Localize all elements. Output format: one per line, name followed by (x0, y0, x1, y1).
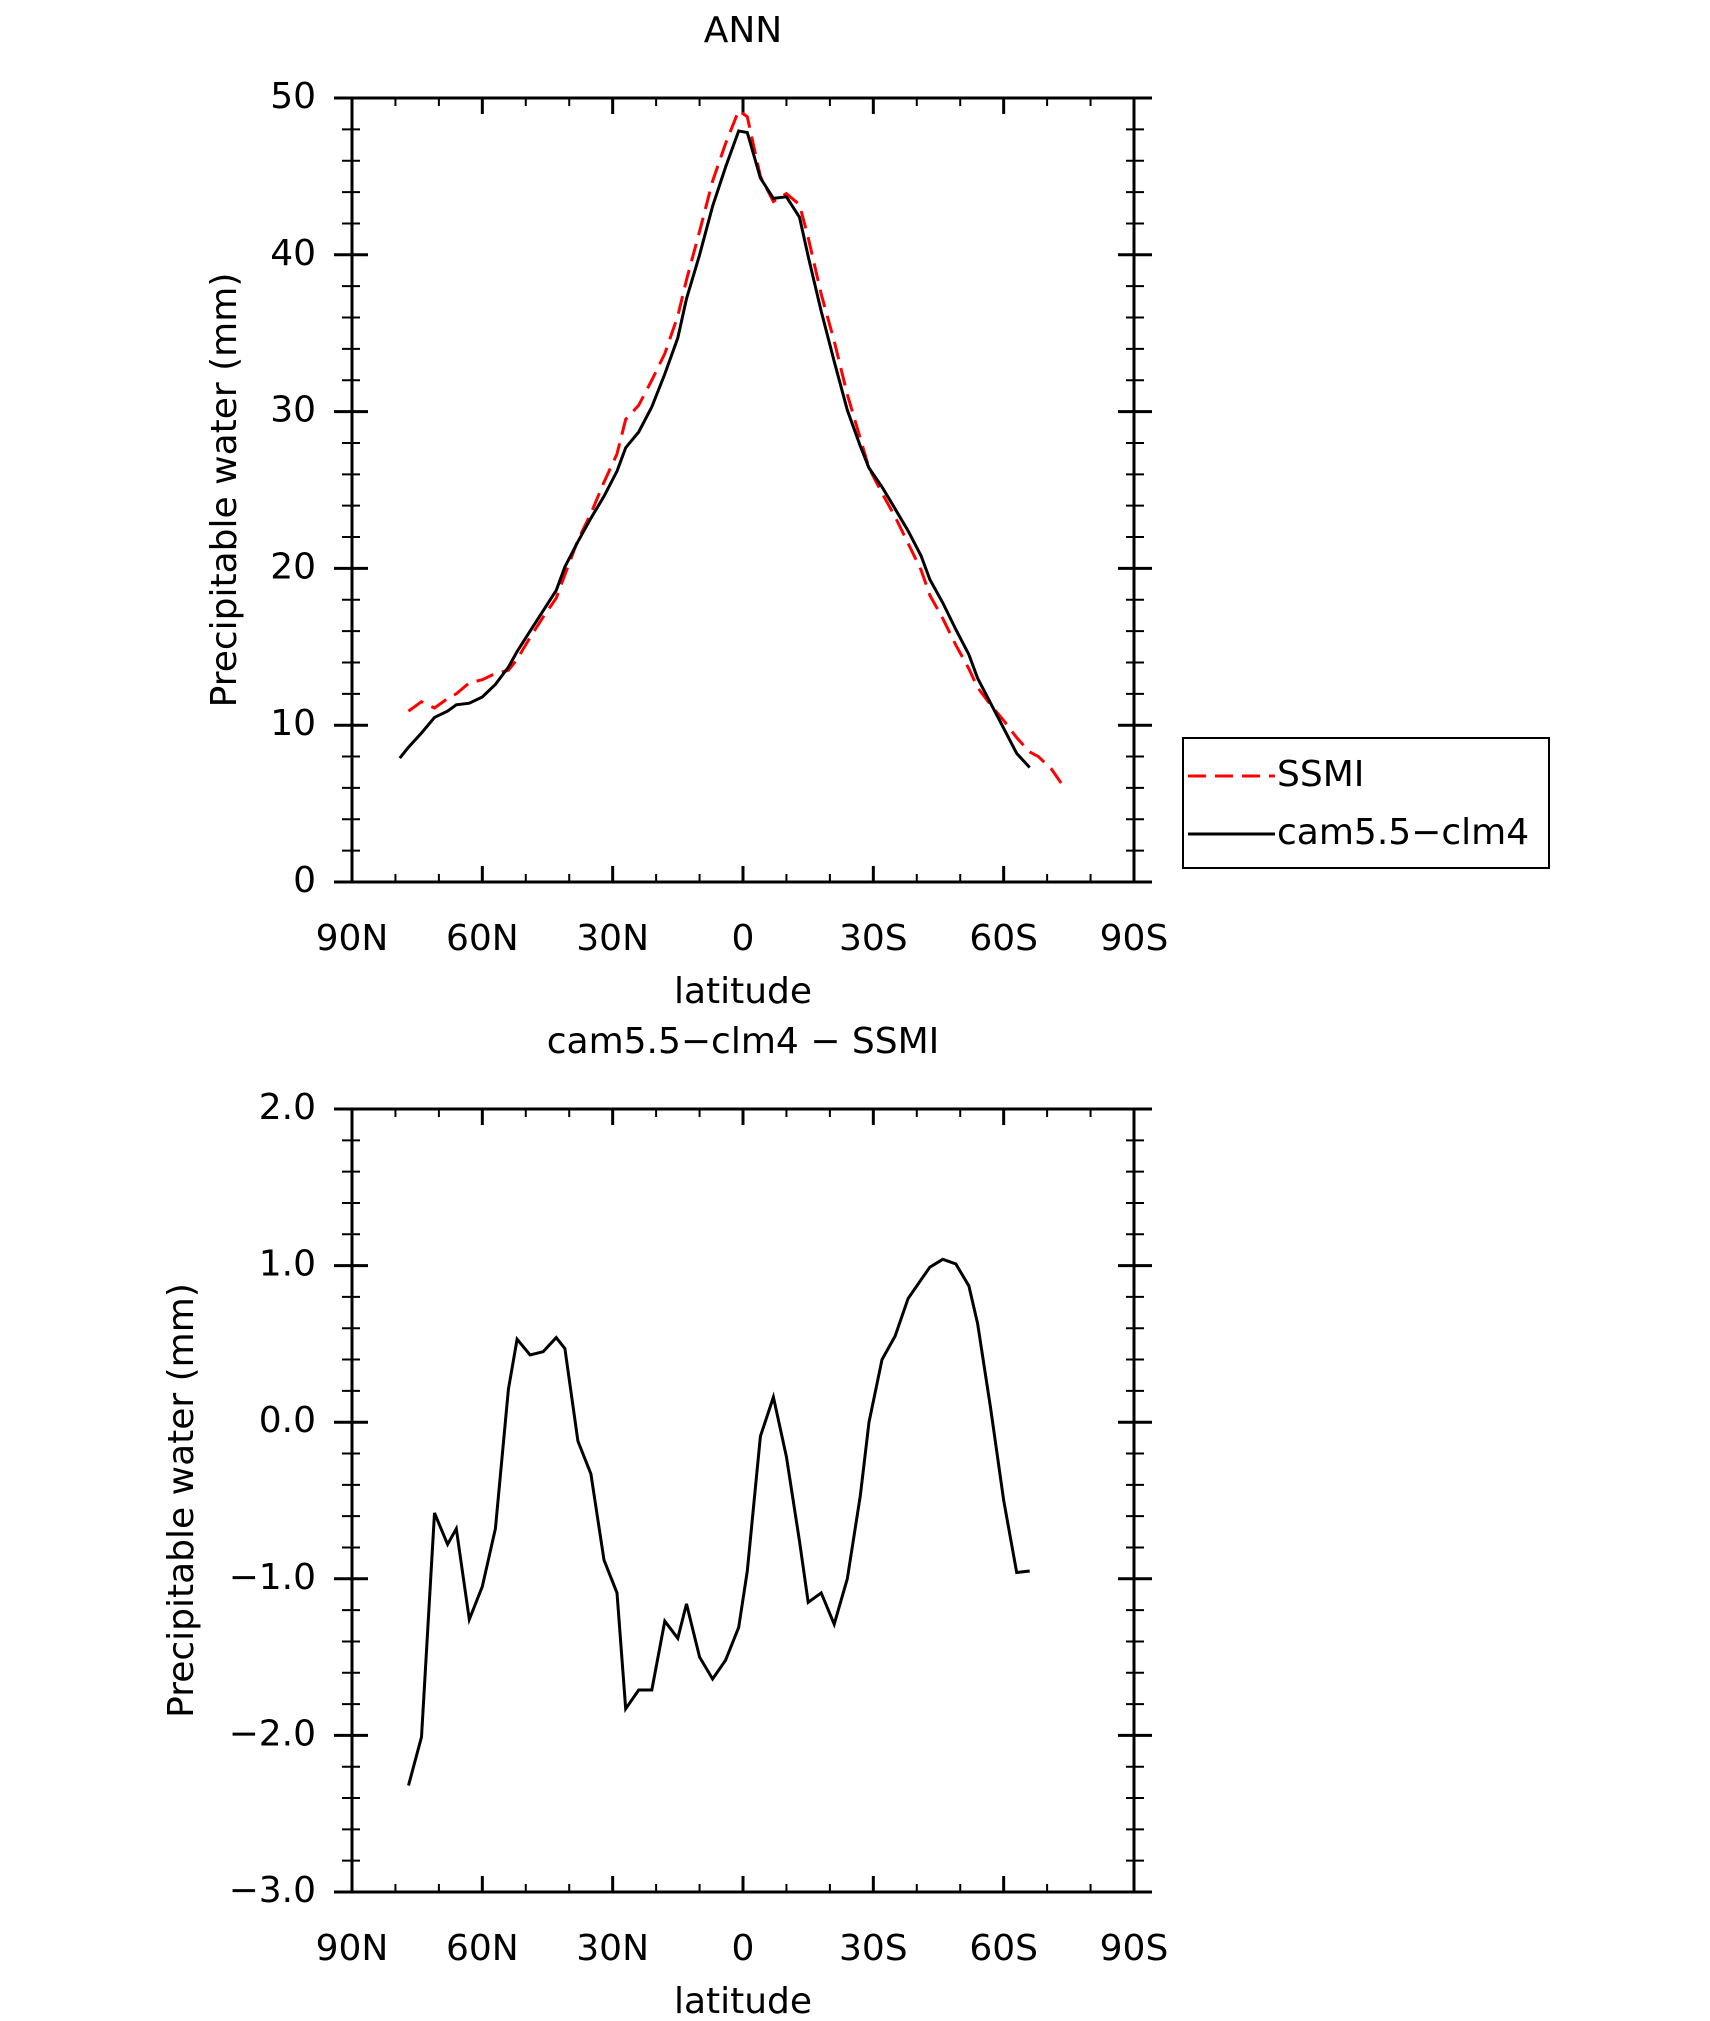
y-axis-label: Precipitable water (mm) (204, 273, 245, 708)
y-tick-label: −2.0 (229, 1713, 316, 1754)
y-axis-label: Precipitable water (mm) (161, 1283, 202, 1718)
x-tick-label: 90S (1100, 918, 1169, 959)
plot-frame (350, 1107, 1136, 1894)
x-tick-label: 60S (969, 1928, 1038, 1969)
x-tick-label: 0 (732, 918, 755, 959)
chart-title: ANN (704, 10, 783, 51)
y-tick-label: 30 (270, 390, 316, 431)
y-tick-label: −3.0 (229, 1870, 316, 1911)
y-tick-label: 2.0 (259, 1087, 316, 1128)
x-tick-label: 90N (316, 918, 389, 959)
x-tick-label: 30S (839, 1928, 908, 1969)
chart-title: cam5.5−clm4 − SSMI (547, 1021, 940, 1062)
x-tick-label: 30N (576, 1928, 649, 1969)
x-axis-label: latitude (674, 971, 812, 1012)
data-line (398, 129, 1031, 769)
y-tick-label: 50 (270, 76, 316, 117)
y-tick-label: 0.0 (259, 1400, 316, 1441)
x-tick-label: 90N (316, 1928, 389, 1969)
data-line (407, 1257, 1030, 1786)
legend-box (1182, 737, 1550, 869)
y-tick-label: 40 (270, 233, 316, 274)
plot-frame (350, 96, 1136, 884)
legend-label: SSMI (1277, 754, 1364, 795)
y-tick-label: 10 (270, 703, 316, 744)
x-tick-label: 30N (576, 918, 649, 959)
x-tick-label: 60N (446, 1928, 519, 1969)
y-tick-label: 1.0 (259, 1244, 316, 1285)
y-tick-label: 20 (270, 546, 316, 587)
y-tick-label: 0 (293, 860, 316, 901)
x-tick-label: 30S (839, 918, 908, 959)
x-tick-label: 0 (732, 1928, 755, 1969)
x-tick-label: 90S (1100, 1928, 1169, 1969)
x-axis-label: latitude (674, 1981, 812, 2021)
x-tick-label: 60N (446, 918, 519, 959)
data-line (407, 108, 1066, 789)
y-tick-label: −1.0 (229, 1557, 316, 1598)
x-tick-label: 60S (969, 918, 1038, 959)
legend-label: cam5.5−clm4 (1277, 812, 1529, 853)
